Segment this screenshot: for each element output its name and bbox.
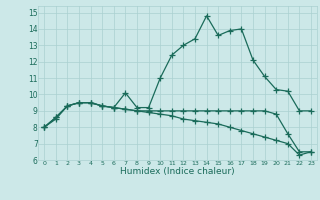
X-axis label: Humidex (Indice chaleur): Humidex (Indice chaleur) (120, 167, 235, 176)
